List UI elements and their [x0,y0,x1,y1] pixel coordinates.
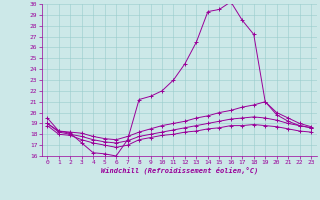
X-axis label: Windchill (Refroidissement éolien,°C): Windchill (Refroidissement éolien,°C) [100,167,258,174]
